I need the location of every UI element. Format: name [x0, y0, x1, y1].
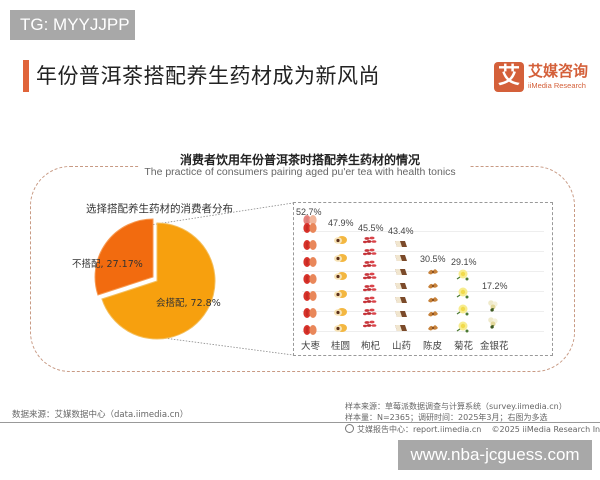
bar-value-yam: 43.4%: [388, 226, 414, 236]
bar-label-tangerine-peel: 陈皮: [423, 341, 443, 352]
logo-en-text: iiMedia Research: [528, 81, 586, 90]
bar-value-tangerine-peel: 30.5%: [420, 254, 446, 264]
bar-value-chrysanthemum: 29.1%: [451, 257, 477, 267]
bar-label-yam: 山药: [392, 341, 412, 352]
bar-value-honeysuckle: 17.2%: [482, 281, 508, 291]
copyright: ©2025 iiMedia Research Inc: [491, 425, 600, 434]
pictograph-panel: [293, 202, 553, 356]
title-accent-bar: [23, 60, 29, 92]
grid-line: [302, 271, 544, 272]
report-center-icon: [345, 424, 354, 433]
bar-goji: [363, 236, 377, 328]
connector-line-top: [149, 202, 294, 226]
bar-honeysuckle: [487, 299, 499, 330]
bar-value-longan: 47.9%: [328, 218, 354, 228]
bar-tangerine-peel: [428, 269, 438, 331]
bar-chrysanthemum: [456, 268, 470, 334]
pie-slice-pairing: [101, 222, 216, 340]
bar-label-longan: 桂圆: [331, 341, 351, 352]
grid-line: [302, 251, 544, 252]
pie-slice-no-pairing: [94, 218, 154, 296]
bar-value-goji: 45.5%: [358, 223, 384, 233]
sample-source: 样本来源：草莓派数据调查与计算系统（survey.iimedia.cn）: [345, 402, 567, 411]
bar-label-red-date: 大枣: [301, 341, 321, 352]
watermark-bottom: www.nba-jcguess.com: [398, 440, 592, 470]
bar-label-chrysanthemum: 菊花: [454, 341, 474, 352]
bar-value-red-date: 52.7%: [296, 207, 322, 217]
logo-mark-icon: 艾: [494, 62, 524, 92]
page-title: 年份普洱茶搭配养生药材成为新风尚: [36, 64, 380, 88]
sample-info: 样本量：N=2365；调研时间：2025年3月；右图为多选: [345, 413, 548, 422]
grid-line: [302, 291, 544, 292]
grid-line: [302, 331, 544, 332]
brand-logo: 艾 艾媒咨询 iiMedia Research: [494, 62, 590, 94]
footer-divider: [0, 422, 600, 423]
grid-line: [302, 231, 544, 232]
pie-label-no-pairing: 不搭配, 27.17%: [72, 259, 143, 270]
data-source: 数据来源：艾媒数据中心（data.iimedia.cn）: [12, 410, 189, 420]
grid-line: [302, 311, 544, 312]
footer-report-line: 艾媒报告中心：report.iimedia.cn ©2025 iiMedia R…: [345, 424, 600, 435]
bar-longan: [334, 236, 347, 332]
pie-chart-title: 选择搭配养生药材的消费者分布: [86, 203, 233, 215]
logo-cn-text: 艾媒咨询: [528, 62, 589, 80]
bar-yam: [395, 241, 407, 331]
chart-subtitle: The practice of consumers pairing aged p…: [144, 166, 456, 178]
report-center-link[interactable]: 艾媒报告中心：report.iimedia.cn: [357, 425, 482, 434]
pie-label-pairing: 会搭配, 72.8%: [156, 298, 221, 309]
watermark-top: TG: MYYJJPP: [10, 10, 135, 40]
frame-title-gap: [140, 160, 470, 174]
bar-red-date: [303, 214, 317, 336]
connector-line-bottom: [155, 336, 294, 356]
bar-label-honeysuckle: 金银花: [480, 341, 509, 352]
chart-title: 消费者饮用年份普洱茶时搭配养生药材的情况: [179, 153, 420, 167]
bar-label-goji: 枸杞: [361, 341, 381, 352]
